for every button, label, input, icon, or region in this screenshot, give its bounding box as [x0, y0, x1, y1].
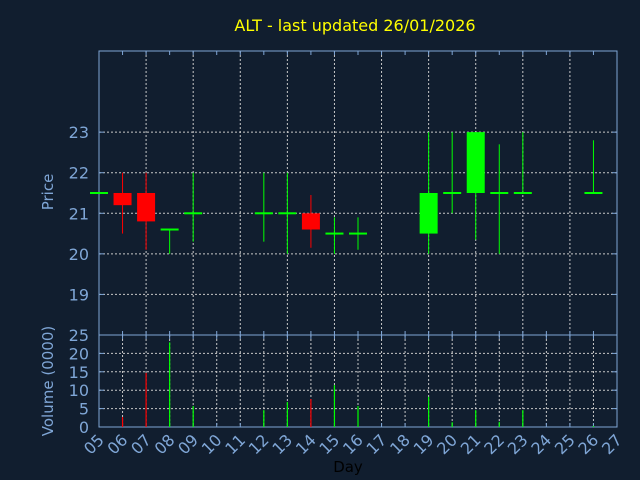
candle-body [278, 212, 297, 215]
price-tick-label: 19 [69, 285, 89, 304]
volume-tick-label: 15 [69, 363, 89, 382]
candle-body [466, 132, 485, 193]
candle-body [301, 213, 320, 230]
candle-body [584, 192, 603, 194]
volume-tick-label: 5 [79, 400, 89, 419]
candle-body [513, 192, 532, 194]
candle-body [443, 192, 462, 194]
candle-body [160, 228, 179, 231]
volume-tick-label: 10 [69, 381, 89, 400]
candle-body [254, 212, 273, 215]
candle-body [113, 193, 132, 206]
candle-body [137, 193, 156, 222]
candle-body [419, 193, 438, 234]
candle-body [90, 192, 108, 194]
chart-title: ALT - last updated 26/01/2026 [234, 16, 475, 35]
candle-body [349, 232, 367, 235]
price-axis-label: Price [39, 174, 57, 211]
volume-tick-label: 25 [69, 326, 89, 345]
price-tick-label: 20 [69, 245, 89, 264]
volume-axis-label: Volume (0000) [39, 326, 57, 436]
x-axis-label: Day [333, 458, 363, 476]
price-tick-label: 22 [69, 164, 89, 183]
candle-body [490, 192, 509, 194]
price-tick-label: 21 [69, 204, 89, 223]
volume-tick-label: 20 [69, 344, 89, 363]
candle-body [184, 212, 203, 215]
candle-body [325, 232, 344, 235]
price-tick-label: 23 [69, 123, 89, 142]
volume-tick-label: 0 [79, 418, 89, 437]
